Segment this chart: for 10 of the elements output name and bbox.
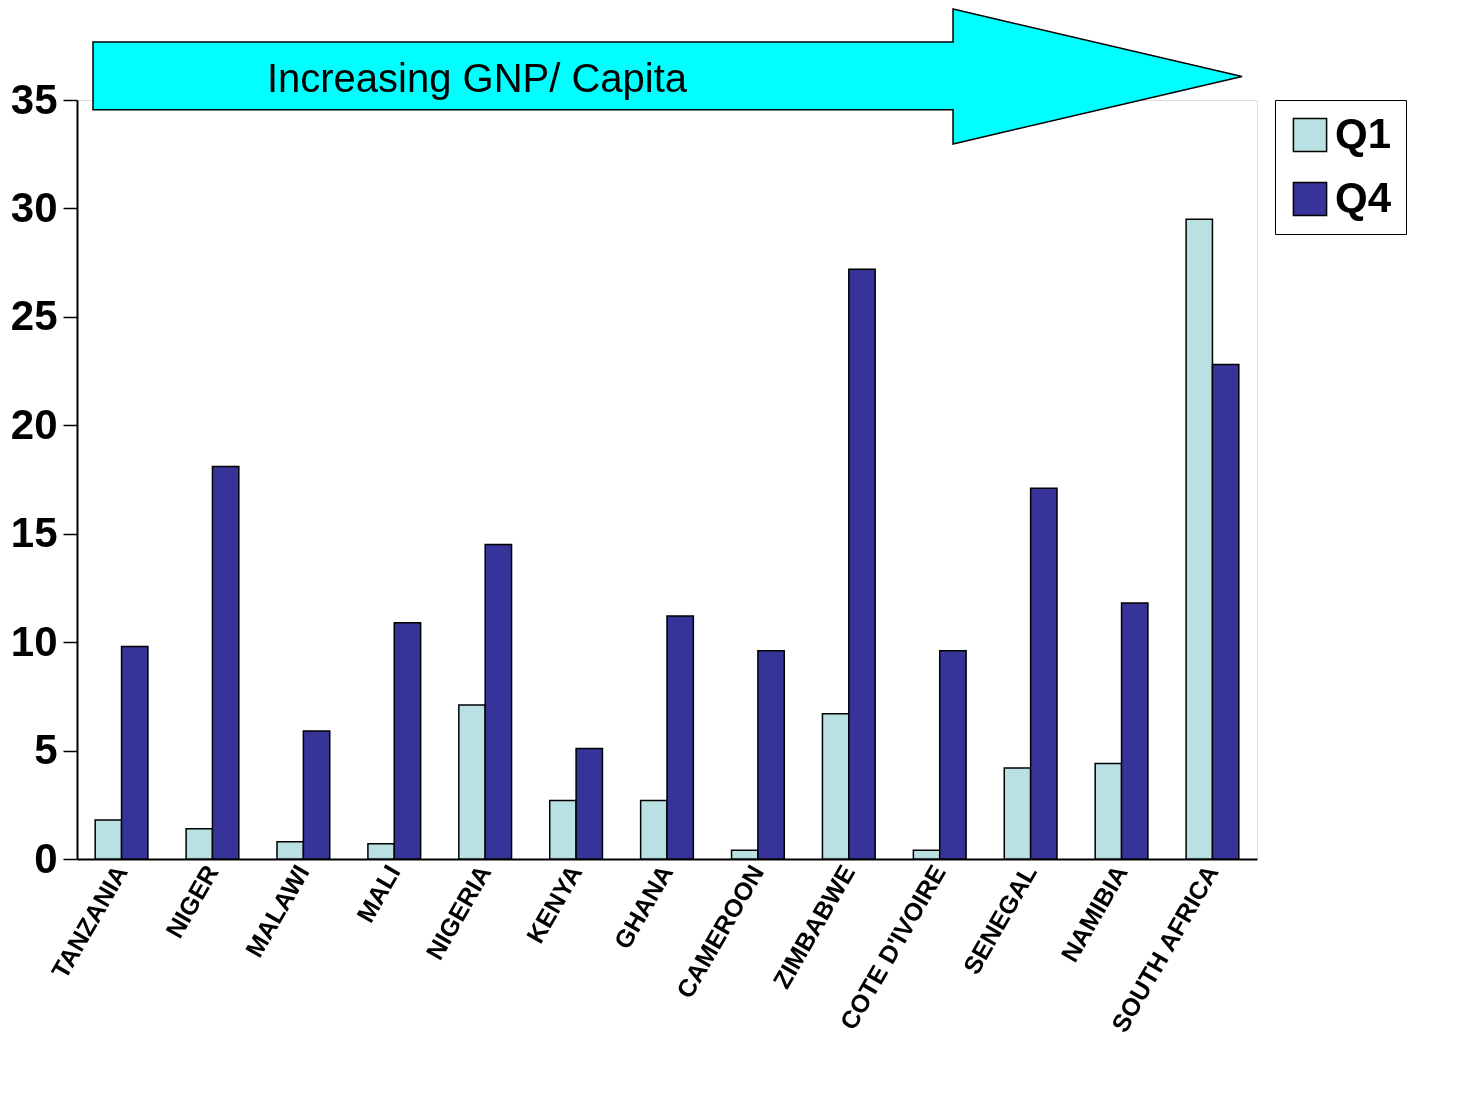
y-tick-label: 30 — [10, 183, 58, 231]
legend-label: Q4 — [1335, 174, 1392, 221]
text: Increasing GNP/ Capita — [266, 56, 688, 100]
y-tick-label: 25 — [10, 292, 58, 340]
legend-label: Q1 — [1335, 110, 1392, 157]
y-tick-label: 15 — [10, 509, 58, 557]
y-tick-label: 20 — [10, 400, 58, 448]
y-tick-label: 35 — [10, 75, 58, 123]
y-tick-label: 10 — [10, 617, 58, 665]
y-tick-label: 5 — [34, 726, 58, 774]
